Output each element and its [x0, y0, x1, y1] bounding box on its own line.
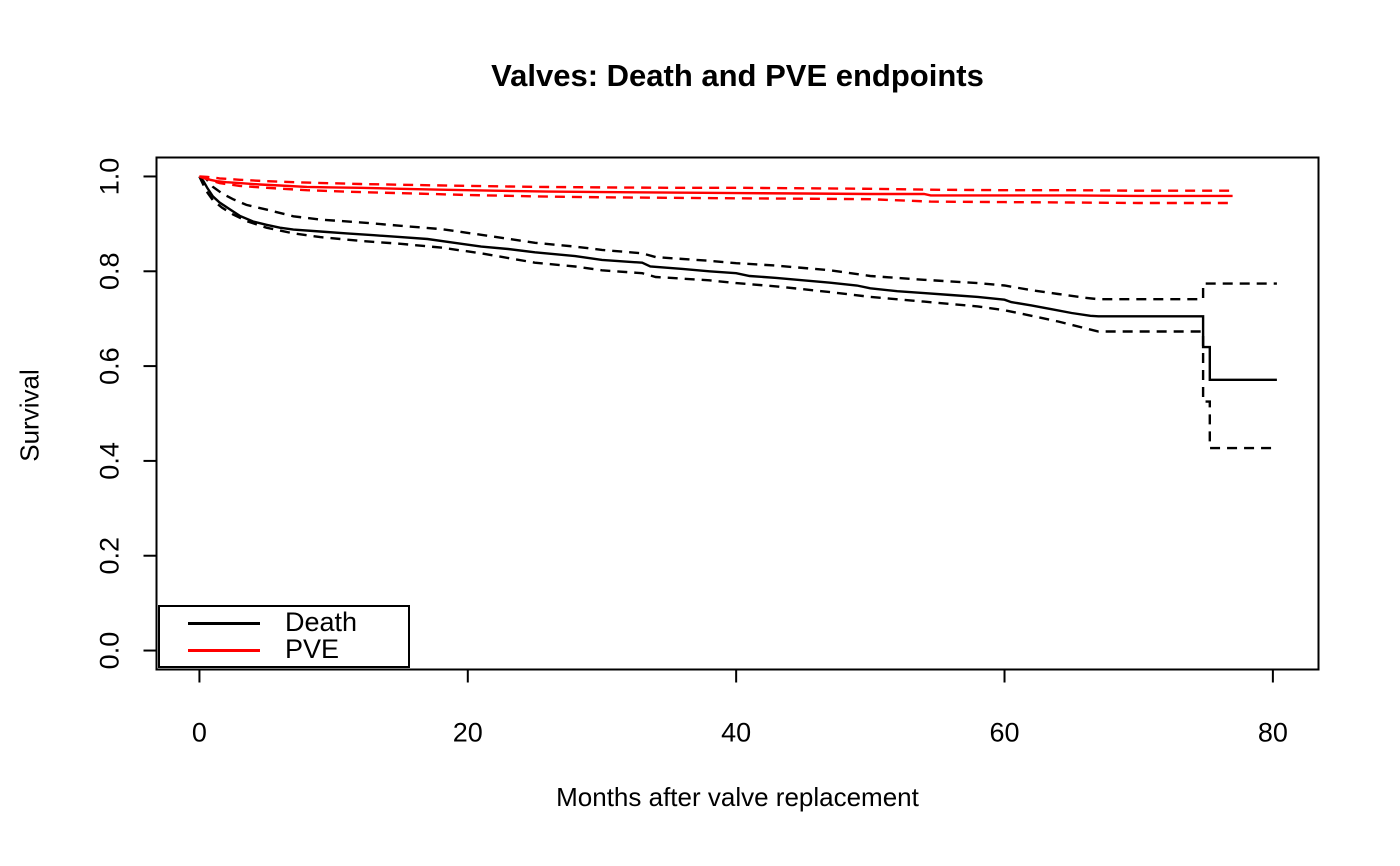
y-tick-label: 0.4 — [95, 442, 125, 480]
legend-label-death: Death — [285, 607, 358, 637]
y-tick-label: 0.0 — [95, 632, 125, 670]
chart-title: Valves: Death and PVE endpoints — [491, 58, 984, 93]
y-tick-label: 1.0 — [95, 158, 125, 196]
legend-label-pve: PVE — [285, 634, 340, 664]
series-pve — [199, 175, 1233, 198]
x-tick-label: 40 — [721, 718, 751, 748]
series-pve-lower-95-ci — [199, 175, 1233, 205]
legend-box: Death PVE — [158, 605, 410, 668]
y-tick-label: 0.8 — [95, 253, 125, 291]
legend-entry-death: Death — [160, 607, 408, 637]
x-tick-label: 80 — [1258, 718, 1288, 748]
legend-entry-pve: PVE — [160, 634, 408, 664]
death-line-swatch — [188, 622, 260, 625]
series-death-lower-95-ci — [198, 175, 1277, 450]
series-death — [198, 175, 1277, 381]
y-tick-label: 0.6 — [95, 347, 125, 385]
y-axis-label: Survival — [14, 369, 45, 462]
x-axis-label: Months after valve replacement — [556, 782, 919, 812]
x-tick-label: 60 — [989, 718, 1019, 748]
plot-border — [155, 156, 1320, 671]
x-tick-label: 0 — [192, 718, 207, 748]
x-tick-label: 20 — [453, 718, 483, 748]
pve-line-swatch — [188, 649, 260, 652]
y-tick-label: 0.2 — [95, 537, 125, 575]
